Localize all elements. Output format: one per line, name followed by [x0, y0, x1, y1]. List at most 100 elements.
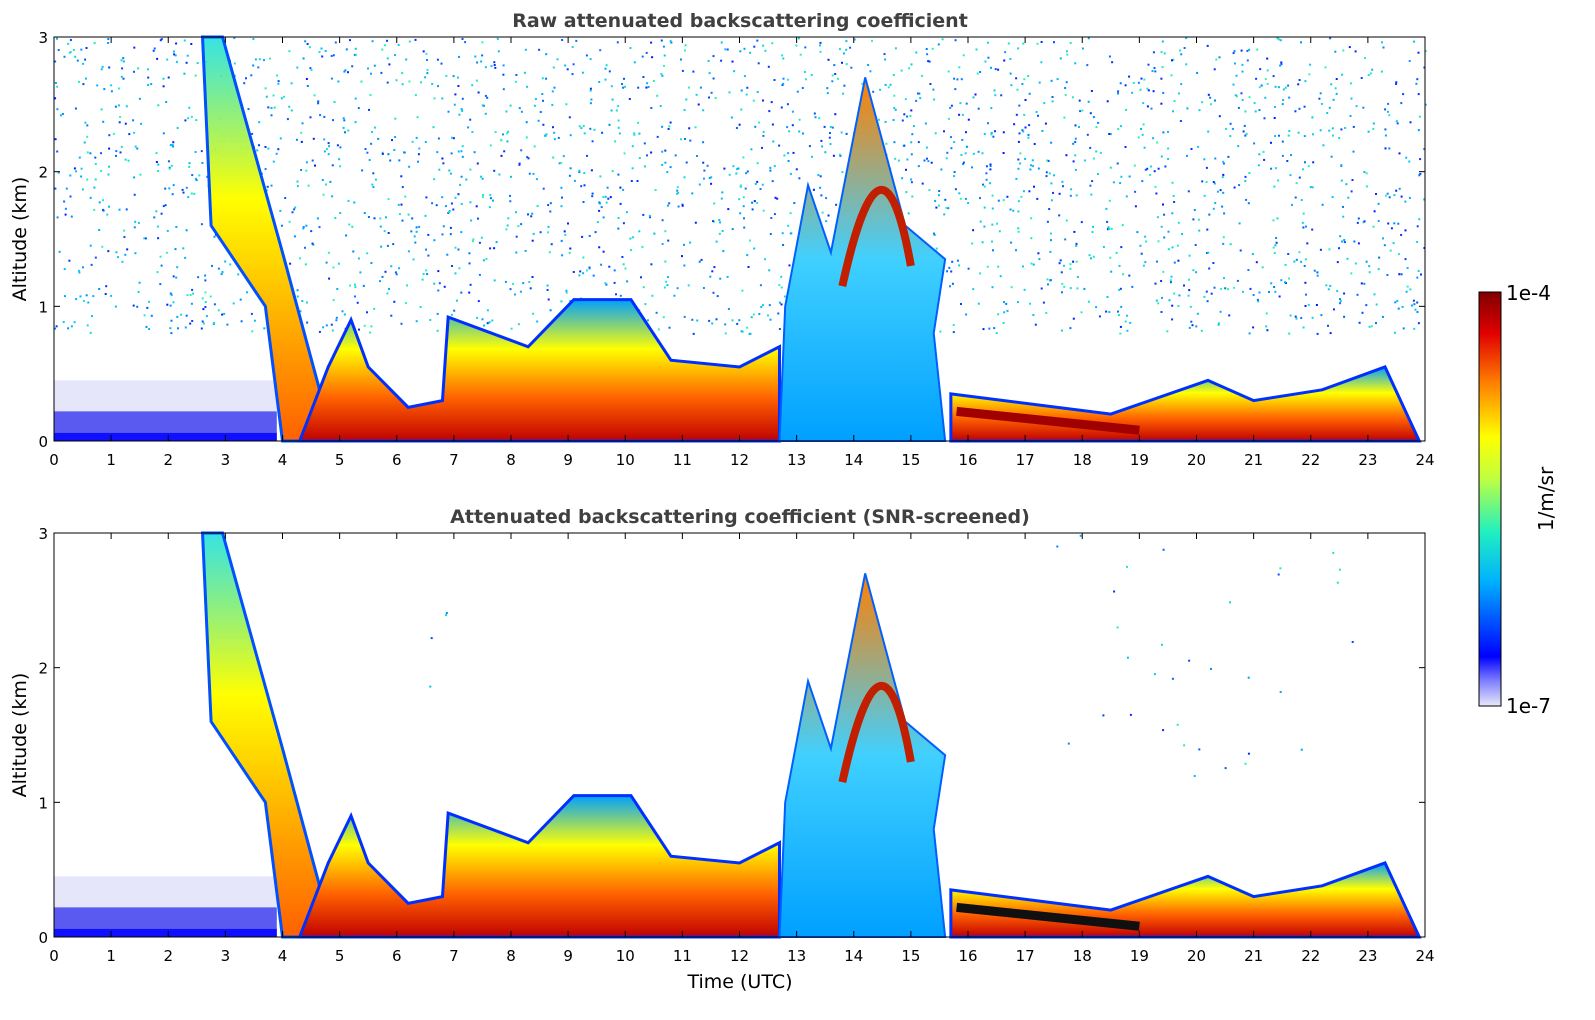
noise-pixel [788, 130, 791, 133]
noise-pixel [332, 299, 335, 302]
noise-pixel [86, 178, 89, 181]
noise-pixel [398, 159, 401, 162]
noise-pixel [104, 293, 107, 295]
noise-pixel [441, 157, 444, 160]
noise-pixel [756, 39, 759, 42]
noise-pixel [1329, 332, 1332, 335]
noise-pixel [1306, 242, 1309, 245]
noise-pixel [746, 326, 749, 329]
noise-pixel [290, 82, 293, 85]
noise-pixel [1110, 227, 1113, 230]
noise-pixel [769, 166, 772, 169]
noise-pixel [474, 55, 477, 58]
noise-pixel [380, 245, 383, 248]
noise-pixel [1125, 108, 1128, 111]
noise-pixel [194, 151, 197, 153]
noise-pixel [1050, 232, 1052, 235]
noise-pixel [583, 172, 586, 175]
noise-pixel [1280, 279, 1283, 282]
noise-pixel [1238, 184, 1241, 187]
noise-pixel [746, 254, 749, 257]
noise-pixel [282, 95, 285, 98]
noise-pixel [108, 147, 111, 150]
noise-pixel [1161, 66, 1164, 69]
noise-pixel [762, 99, 764, 102]
noise-pixel [422, 273, 425, 275]
noise-pixel [359, 271, 362, 274]
noise-pixel [578, 125, 581, 128]
noise-pixel [239, 298, 242, 301]
noise-pixel [454, 93, 457, 96]
noise-pixel [267, 106, 270, 109]
noise-pixel [1190, 320, 1193, 323]
noise-pixel [174, 54, 177, 57]
noise-pixel [324, 50, 327, 52]
x-tick-label: 9 [563, 947, 573, 965]
noise-pixel [548, 251, 551, 254]
noise-pixel [821, 211, 824, 214]
noise-pixel [180, 313, 183, 316]
noise-pixel [1307, 303, 1310, 306]
noise-layer [54, 37, 1427, 336]
noise-pixel [157, 170, 160, 172]
x-tick-label: 5 [335, 451, 345, 469]
noise-pixel [1373, 210, 1376, 213]
noise-pixel [54, 97, 57, 100]
noise-pixel [93, 186, 96, 189]
noise-pixel [892, 74, 895, 76]
noise-pixel [778, 284, 781, 287]
noise-pixel [967, 118, 970, 121]
noise-pixel [630, 180, 633, 182]
noise-pixel [82, 266, 84, 269]
noise-pixel [1031, 159, 1034, 162]
noise-pixel [831, 126, 834, 129]
noise-pixel [1092, 225, 1094, 228]
noise-pixel [560, 239, 563, 242]
noise-pixel [1065, 219, 1068, 222]
noise-pixel [727, 308, 730, 310]
noise-pixel [1224, 287, 1227, 290]
noise-pixel [531, 212, 534, 215]
noise-pixel [117, 87, 120, 90]
noise-pixel [1017, 210, 1020, 213]
noise-pixel [934, 132, 937, 135]
noise-pixel [572, 271, 575, 273]
noise-pixel [54, 60, 57, 63]
noise-pixel [1146, 105, 1149, 108]
x-tick-label: 13 [787, 947, 806, 965]
noise-pixel [1166, 330, 1169, 333]
noise-pixel [189, 294, 192, 296]
noise-pixel [1106, 100, 1109, 103]
noise-pixel [133, 131, 136, 134]
noise-pixel [1406, 267, 1409, 269]
noise-pixel [1150, 107, 1153, 110]
noise-pixel [599, 49, 602, 52]
noise-pixel [84, 58, 87, 61]
noise-pixel [1305, 293, 1307, 296]
noise-pixel [688, 86, 690, 89]
noise-pixel [1118, 289, 1121, 291]
noise-pixel [1176, 723, 1179, 726]
noise-pixel [256, 149, 259, 152]
noise-pixel [327, 251, 330, 254]
noise-pixel [805, 78, 807, 81]
noise-pixel [714, 97, 717, 99]
noise-pixel [1040, 41, 1043, 43]
noise-pixel [1002, 152, 1005, 154]
noise-pixel [194, 74, 197, 77]
noise-pixel [1247, 676, 1250, 679]
noise-pixel [827, 58, 830, 61]
noise-pixel [89, 331, 92, 334]
noise-pixel [458, 55, 460, 58]
noise-pixel [1177, 305, 1180, 308]
noise-pixel [418, 225, 421, 228]
noise-pixel [537, 119, 540, 122]
noise-pixel [338, 158, 341, 161]
noise-pixel [991, 240, 993, 243]
noise-pixel [1311, 186, 1314, 189]
noise-pixel [959, 197, 962, 200]
noise-pixel [989, 168, 992, 171]
noise-pixel [585, 54, 588, 57]
noise-pixel [341, 310, 344, 313]
